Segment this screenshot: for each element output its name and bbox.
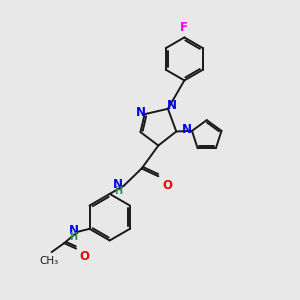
Text: N: N (68, 224, 78, 236)
Text: N: N (182, 123, 192, 136)
Text: N: N (167, 99, 177, 112)
Text: O: O (162, 179, 172, 192)
Text: CH₃: CH₃ (40, 256, 59, 266)
Text: N: N (113, 178, 123, 191)
Text: F: F (180, 20, 188, 34)
Text: H: H (69, 232, 77, 242)
Text: H: H (114, 186, 122, 196)
Text: O: O (79, 250, 89, 263)
Text: N: N (135, 106, 146, 119)
